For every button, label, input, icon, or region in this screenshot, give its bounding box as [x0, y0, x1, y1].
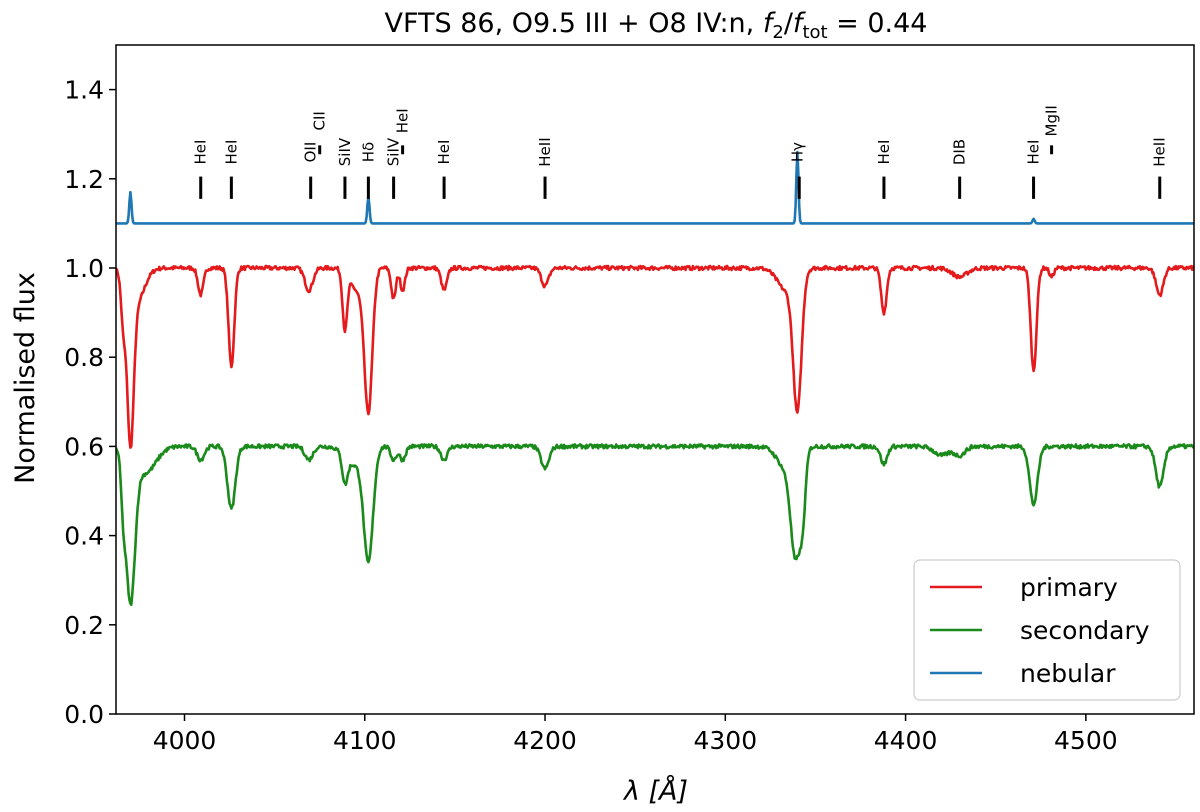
x-tick-label: 4500 — [1054, 726, 1118, 755]
y-tick-label: 0.4 — [64, 522, 104, 551]
y-tick-label: 0.8 — [64, 343, 104, 372]
y-tick-label: 1.0 — [64, 254, 104, 283]
line-id-label: HeII — [1151, 137, 1169, 166]
y-tick-label: 1.2 — [64, 165, 104, 194]
series-nebular — [116, 150, 1194, 225]
y-tick-label: 0.2 — [64, 611, 104, 640]
line-id-label: Hγ — [788, 142, 806, 162]
y-axis-title: Normalised flux — [10, 272, 41, 484]
legend-box — [913, 559, 1181, 701]
chart-title: VFTS 86, O9.5 III + O8 IV:n, f2/ftot = 0… — [385, 8, 928, 43]
series-secondary — [116, 443, 1194, 607]
line-id-label: HeI — [1025, 140, 1043, 165]
line-id-label: SiIV — [385, 137, 403, 166]
x-tick-label: 4100 — [333, 726, 397, 755]
line-id-label: OII — [302, 142, 320, 163]
legend-label-primary: primary — [1020, 573, 1118, 602]
y-tick-label: 1.4 — [64, 76, 104, 105]
y-axis: 0.0 0.2 0.4 0.6 0.8 1.0 1.2 1.4 — [64, 76, 116, 729]
x-axis-title: λ [Å] — [622, 775, 688, 807]
legend-label-secondary: secondary — [1020, 616, 1150, 645]
line-id-label: SiIV — [336, 137, 354, 166]
x-tick-label: 4400 — [874, 726, 938, 755]
line-id-label: HeI — [192, 140, 210, 165]
legend-label-nebular: nebular — [1020, 659, 1116, 688]
line-id-label: MgII — [1043, 105, 1061, 136]
line-id-label: HeI — [435, 140, 453, 165]
series-layer — [116, 150, 1194, 607]
plot-frame — [115, 44, 1195, 715]
line-id-label: DIB — [951, 139, 969, 165]
line-id-markers: HeI HeI OII CII SiIV Hδ SiIV HeI HeI HeII Hγ HeI DIB… — [192, 105, 1169, 199]
y-tick-label: 0.0 — [64, 700, 104, 729]
line-id-label: HeII — [536, 137, 554, 166]
x-axis: 4000 4100 4200 4300 4400 4500 — [153, 714, 1118, 755]
line-id-label: CII — [311, 111, 329, 130]
x-tick-label: 4300 — [693, 726, 757, 755]
x-tick-label: 4200 — [513, 726, 577, 755]
series-primary — [116, 264, 1194, 449]
line-id-label: HeI — [394, 108, 412, 133]
legend: primary secondary nebular — [913, 559, 1181, 701]
line-id-label: HeI — [222, 140, 240, 165]
x-tick-label: 4000 — [153, 726, 217, 755]
y-tick-label: 0.6 — [64, 432, 104, 461]
line-id-label: Hδ — [359, 142, 377, 162]
line-id-label: HeI — [875, 140, 893, 165]
